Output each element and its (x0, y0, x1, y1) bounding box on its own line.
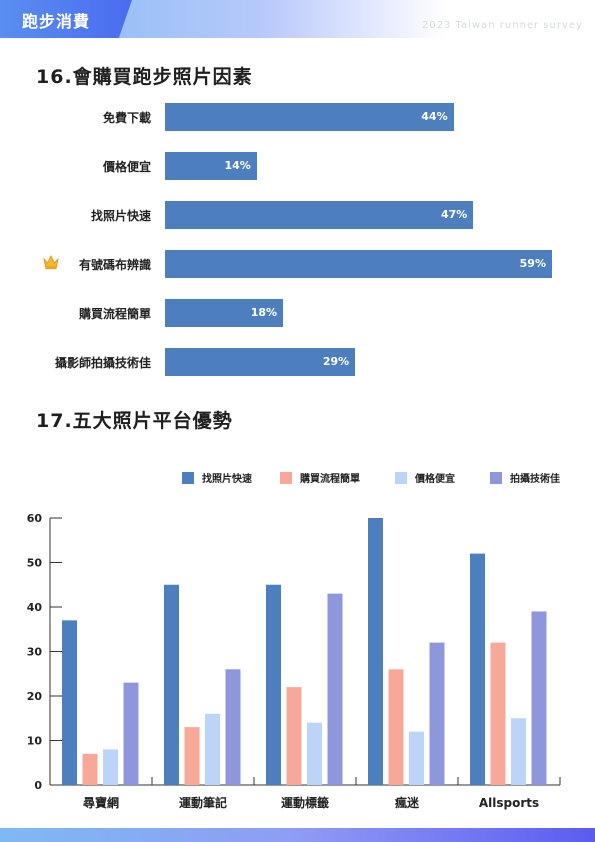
bar (286, 687, 302, 785)
bar: 44% (165, 103, 454, 131)
bar-value-label: 59% (519, 257, 546, 270)
y-tick-label: 50 (27, 557, 43, 570)
bar-category-label: 免費下載 (102, 111, 151, 125)
x-category-label: 運動筆記 (179, 795, 227, 810)
bar (266, 584, 281, 785)
bar (429, 642, 445, 785)
bar (164, 584, 179, 785)
y-tick-label: 20 (27, 690, 43, 703)
bar (368, 518, 383, 785)
bar (123, 682, 139, 785)
bar-category-label: 有號碼布辨識 (78, 258, 151, 272)
bar: 47% (165, 201, 474, 229)
bar-row: 價格便宜 14% (0, 152, 595, 180)
y-tick-label: 30 (27, 646, 43, 659)
legend-label: 拍攝技術佳 (510, 474, 560, 485)
bar (531, 611, 547, 785)
header-tab (0, 0, 132, 38)
bar (470, 553, 485, 785)
bar (62, 620, 77, 785)
legend-label: 購買流程簡單 (300, 474, 360, 485)
chart-legend: 找照片快速 購買流程簡單 價格便宜 拍攝技術佳 (0, 470, 595, 486)
bar (225, 669, 241, 785)
crown-icon (43, 255, 59, 270)
bar: 14% (165, 152, 257, 180)
bar (205, 713, 220, 785)
x-category-label: 尋寶網 (83, 795, 119, 810)
bar-value-label: 18% (250, 306, 278, 319)
bar-value-label: 29% (322, 355, 350, 368)
legend-swatch (490, 472, 502, 484)
bar (184, 727, 200, 785)
bar: 29% (165, 348, 356, 376)
x-category-label: 運動標籤 (281, 795, 329, 810)
bar-value-label: 47% (440, 208, 468, 221)
header-title: 跑步消費 (22, 12, 91, 31)
bar (388, 669, 404, 785)
bar-value-label: 44% (421, 110, 448, 123)
legend-label: 找照片快速 (202, 474, 252, 485)
bar: 18% (165, 299, 284, 327)
bar (307, 722, 322, 785)
legend-swatch (182, 472, 194, 484)
y-tick-label: 10 (27, 735, 43, 748)
bar (490, 642, 506, 785)
x-category-label: Allsports (479, 796, 539, 810)
bar (103, 749, 118, 785)
bar-category-label: 購買流程簡單 (78, 307, 151, 321)
y-tick-label: 0 (34, 779, 42, 792)
platform-advantages-chart: 0 10 20 30 40 50 60 尋寶網 運動筆記 運動標籤 瘋迷 Allsports (27, 512, 561, 810)
bar-category-label: 找照片快速 (90, 209, 151, 223)
bar-category-label: 價格便宜 (102, 160, 151, 174)
legend-label: 價格便宜 (415, 474, 455, 485)
header-subtitle: 2023 Taiwan runner survey (421, 20, 583, 31)
y-tick-label: 60 (27, 512, 43, 525)
bar: 59% (165, 250, 552, 278)
bar-value-label: 14% (224, 159, 251, 172)
section-16-title: 16.會購買跑步照片因素 (36, 66, 253, 88)
bar (82, 753, 98, 785)
bar-category-label: 攝影師拍攝技術佳 (54, 356, 151, 370)
bar-row: 免費下載 44% (0, 103, 595, 131)
x-category-label: 瘋迷 (394, 795, 420, 810)
section-17-title: 17.五大照片平台優勢 (36, 410, 233, 432)
bar-row: 攝影師拍攝技術佳 29% (0, 348, 595, 376)
bar-row: 找照片快速 47% (0, 201, 595, 229)
bar (409, 731, 424, 785)
footer-band (0, 828, 595, 842)
bar (511, 718, 526, 785)
bar-row: 購買流程簡單 18% (0, 299, 595, 327)
y-tick-label: 40 (27, 601, 43, 614)
legend-swatch (395, 472, 407, 484)
bar (327, 593, 343, 785)
legend-swatch (280, 472, 292, 484)
bar-row: 有號碼布辨識 59% (0, 250, 595, 278)
